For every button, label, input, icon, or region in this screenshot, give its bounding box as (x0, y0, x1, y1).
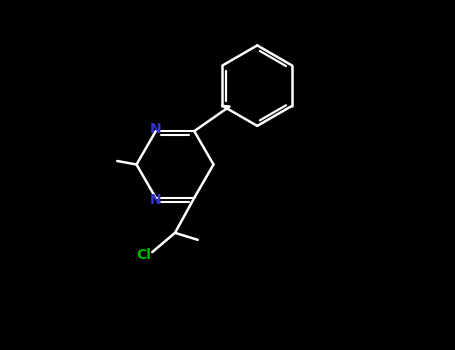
Text: N: N (150, 122, 162, 136)
Text: N: N (150, 193, 162, 206)
Text: Cl: Cl (136, 248, 151, 262)
